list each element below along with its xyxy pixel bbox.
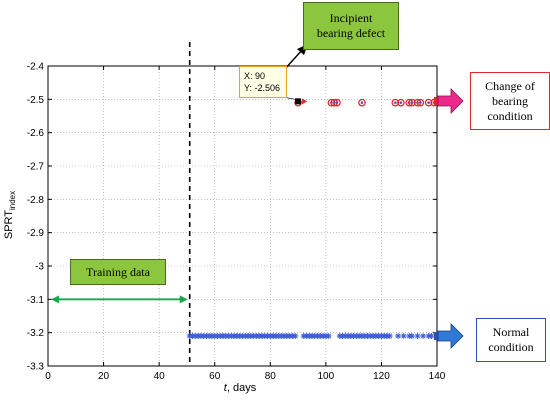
y-tick-label: -3.3 (27, 362, 45, 373)
y-ticks: -2.4 -2.5 -2.6 -2.7 -2.8 -2.9 -3 -3.1 -3.2 -3.3 (27, 62, 437, 373)
x-tick-label: 20 (98, 371, 110, 382)
y-tick-label: -2.8 (27, 195, 45, 206)
x-axis-label: t, days (224, 382, 257, 394)
change-callout-text: Change of bearing condition (485, 79, 535, 124)
training-arrow-right-head (180, 295, 188, 303)
grid-lines (48, 66, 437, 366)
datatip-y: Y: -2.506 (244, 82, 286, 94)
change-line1: Change of (485, 79, 535, 93)
star-point (428, 333, 434, 339)
change-line3: condition (487, 109, 532, 123)
y-tick-label: -2.7 (27, 162, 45, 173)
x-axis-label-unit: , days (227, 382, 257, 394)
star-point (409, 333, 415, 339)
normal-line2: condition (488, 340, 533, 354)
incipient-defect-callout: Incipient bearing defect (303, 2, 399, 50)
change-condition-callout: Change of bearing condition (470, 72, 550, 130)
star-point (387, 333, 393, 339)
training-arrow-left-head (51, 295, 59, 303)
circle-point-center (394, 101, 397, 104)
y-axis-label-sub: index (8, 191, 17, 210)
star-point (420, 333, 426, 339)
x-tick-label: 80 (265, 371, 277, 382)
y-axis-label: SPRTindex (3, 191, 17, 239)
circle-point-center (361, 101, 364, 104)
star-point (292, 333, 298, 339)
star-point (401, 333, 407, 339)
y-tick-label: -3.1 (27, 295, 45, 306)
normal-condition-callout: Normal condition (476, 318, 546, 362)
x-tick-label: 0 (45, 371, 51, 382)
incipient-line2: bearing defect (317, 26, 385, 40)
star-point (415, 333, 421, 339)
data-markers (187, 97, 439, 340)
normal-line1: Normal (493, 325, 530, 339)
circle-point-center (400, 101, 403, 104)
datatip[interactable]: X: 90 Y: -2.506 (239, 66, 287, 98)
normal-block-arrow (438, 324, 463, 348)
axes-frame (48, 66, 437, 366)
y-tick-label: -3.2 (27, 328, 45, 339)
y-tick-label: -2.6 (27, 128, 45, 139)
x-tick-label: 100 (318, 371, 335, 382)
normal-callout-text: Normal condition (488, 325, 533, 355)
change-block-arrow (438, 89, 463, 113)
circle-point-center (411, 101, 414, 104)
star-point (395, 333, 401, 339)
x-tick-label: 60 (209, 371, 221, 382)
circle-point-center (336, 101, 339, 104)
x-tick-label: 40 (154, 371, 166, 382)
datatip-anchor-point (295, 98, 301, 104)
training-data-callout: Training data (70, 259, 166, 285)
y-tick-label: -2.9 (27, 228, 45, 239)
change-line2: bearing (492, 94, 528, 108)
incipient-line1: Incipient (330, 11, 373, 25)
star-point (326, 333, 332, 339)
x-tick-label: 120 (373, 371, 390, 382)
y-tick-label: -3 (35, 262, 44, 273)
datatip-x: X: 90 (244, 70, 286, 82)
incipient-callout-text: Incipient bearing defect (317, 11, 385, 41)
training-label: Training data (86, 265, 150, 280)
circle-point-center (427, 101, 430, 104)
circle-point-center (419, 101, 422, 104)
y-tick-label: -2.4 (27, 62, 45, 73)
y-axis-label-main: SPRT (3, 210, 15, 239)
x-tick-label: 140 (429, 371, 446, 382)
y-tick-label: -2.5 (27, 95, 45, 106)
